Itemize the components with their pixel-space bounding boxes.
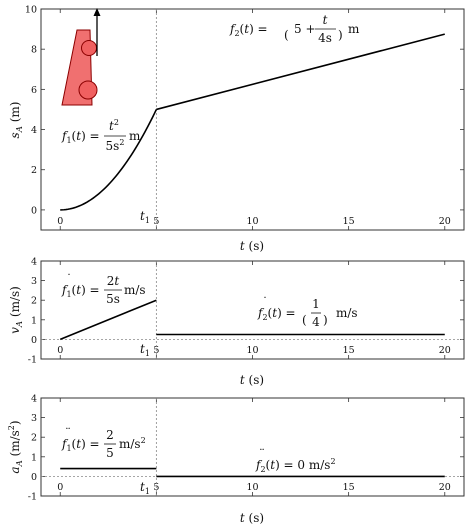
f1-ddot-mark: ¨ — [65, 426, 71, 440]
f1-dot-equation: f1(t) = — [61, 283, 100, 299]
position-y-axis-label: sA (m) — [8, 102, 25, 139]
f2-dot-numerator: 1 — [312, 297, 320, 311]
position-y-tick-label: 0 — [31, 205, 37, 216]
f1-dot-mark: ˙ — [66, 272, 72, 286]
f2-equation: f2(t) = — [229, 22, 268, 38]
f1-denominator: 5s2 — [106, 138, 125, 153]
velocity-t1-marker: t1 — [140, 342, 150, 358]
f1-ddot-denominator: 5 — [106, 446, 114, 460]
position-tick-labels: 051015200246810 — [25, 5, 451, 228]
f1-dot-denominator: 5s — [106, 292, 120, 306]
f2-five-plus: 5 + — [294, 22, 316, 36]
velocity-y-tick-label: -1 — [28, 355, 37, 366]
f2-dot-right-paren: ) — [323, 313, 328, 327]
velocity-series — [59, 299, 445, 341]
velocity-y-axis-label: vA (m/s) — [8, 286, 25, 334]
position-y-tick-label: 8 — [31, 45, 37, 56]
acceleration-x-tick-label: 20 — [439, 482, 451, 493]
position-y-tick-label: 10 — [25, 5, 37, 16]
f2-dot-unit: m/s — [336, 306, 358, 320]
acceleration-y-tick-label: 3 — [31, 413, 37, 424]
f2-numerator: t — [323, 13, 328, 27]
f1-ddot-equation: f1(t) = — [61, 437, 100, 453]
acceleration-y-axis-label: aA (m/s2) — [7, 420, 25, 473]
velocity-y-tick-label: 3 — [31, 276, 37, 287]
position-axis-ticks — [41, 8, 464, 230]
position-plot-frame — [40, 8, 465, 231]
position-series-f2 — [156, 33, 445, 111]
vehicle-icon — [61, 8, 101, 106]
position-y-tick-label: 4 — [31, 125, 37, 136]
position-x-tick-label: 15 — [343, 216, 355, 227]
velocity-x-tick-label: 20 — [439, 345, 451, 356]
f1-ddot-unit: m/s2 — [119, 436, 146, 451]
position-y-tick-label: 6 — [31, 85, 37, 96]
f2-dot-equation: f2(t) = — [257, 306, 296, 322]
position-series — [60, 33, 445, 211]
f1-equation: f1(t) = — [61, 129, 100, 145]
acceleration-x-tick-label: 0 — [57, 482, 63, 493]
velocity-guides — [41, 261, 464, 359]
f1-dot-numerator: 2t — [107, 274, 120, 288]
position-y-tick-label: 2 — [31, 165, 37, 176]
f1-numerator: t2 — [109, 118, 119, 133]
velocity-series-f1_dot — [59, 299, 157, 341]
acceleration-series — [60, 467, 445, 478]
f2-denominator: 4s — [318, 31, 332, 45]
acceleration-y-tick-label: 0 — [31, 472, 37, 483]
f2-dot-mark: ˙ — [262, 295, 268, 309]
position-panel: 051015200246810 sA (m) t (s) f1(t) = t2 … — [8, 5, 465, 253]
velocity-x-tick-label: 10 — [246, 345, 258, 356]
velocity-y-tick-label: 1 — [31, 315, 37, 326]
acceleration-x-axis-label: t (s) — [240, 511, 264, 525]
position-x-tick-label: 20 — [439, 216, 451, 227]
acceleration-x-tick-label: 15 — [343, 482, 355, 493]
f2-left-paren: ( — [284, 28, 289, 42]
acceleration-y-tick-label: 1 — [31, 452, 37, 463]
f2-ddot-mark: ¨ — [259, 447, 265, 461]
f2-ddot-equation: f2(t) = 0 m/s2 — [255, 457, 336, 474]
f1-unit: m — [129, 129, 141, 143]
acceleration-y-tick-label: -1 — [28, 492, 37, 503]
velocity-x-tick-label: 0 — [57, 345, 63, 356]
position-x-tick-label: 0 — [57, 216, 63, 227]
position-t1-marker: t1 — [140, 209, 150, 225]
f2-dot-left-paren: ( — [302, 313, 307, 327]
f2-unit: m — [348, 22, 360, 36]
acceleration-tick-labels: 0 5 10 15 20 -1 0 1 2 3 4 — [28, 394, 451, 503]
velocity-y-tick-label: 4 — [31, 257, 37, 268]
f2-right-paren: ) — [338, 28, 343, 42]
position-series-f1 — [60, 109, 158, 211]
position-x-tick-label: 10 — [246, 216, 258, 227]
velocity-x-axis-label: t (s) — [240, 373, 264, 387]
f2-dot-denominator: 4 — [312, 315, 320, 329]
velocity-y-tick-label: 2 — [31, 296, 37, 307]
acceleration-y-tick-label: 2 — [31, 433, 37, 444]
velocity-y-tick-label: 0 — [31, 335, 37, 346]
acceleration-y-tick-label: 4 — [31, 394, 37, 405]
velocity-x-tick-label: 15 — [343, 345, 355, 356]
acceleration-x-tick-label: 10 — [246, 482, 258, 493]
f1-ddot-numerator: 2 — [106, 428, 114, 442]
position-x-axis-label: t (s) — [240, 239, 264, 253]
f1-dot-unit: m/s — [124, 283, 146, 297]
acceleration-t1-marker: t1 — [140, 480, 150, 496]
